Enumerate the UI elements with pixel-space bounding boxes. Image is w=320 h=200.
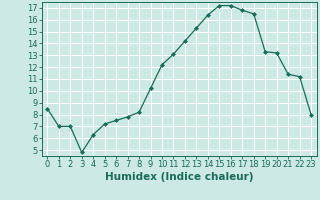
X-axis label: Humidex (Indice chaleur): Humidex (Indice chaleur) (105, 172, 253, 182)
